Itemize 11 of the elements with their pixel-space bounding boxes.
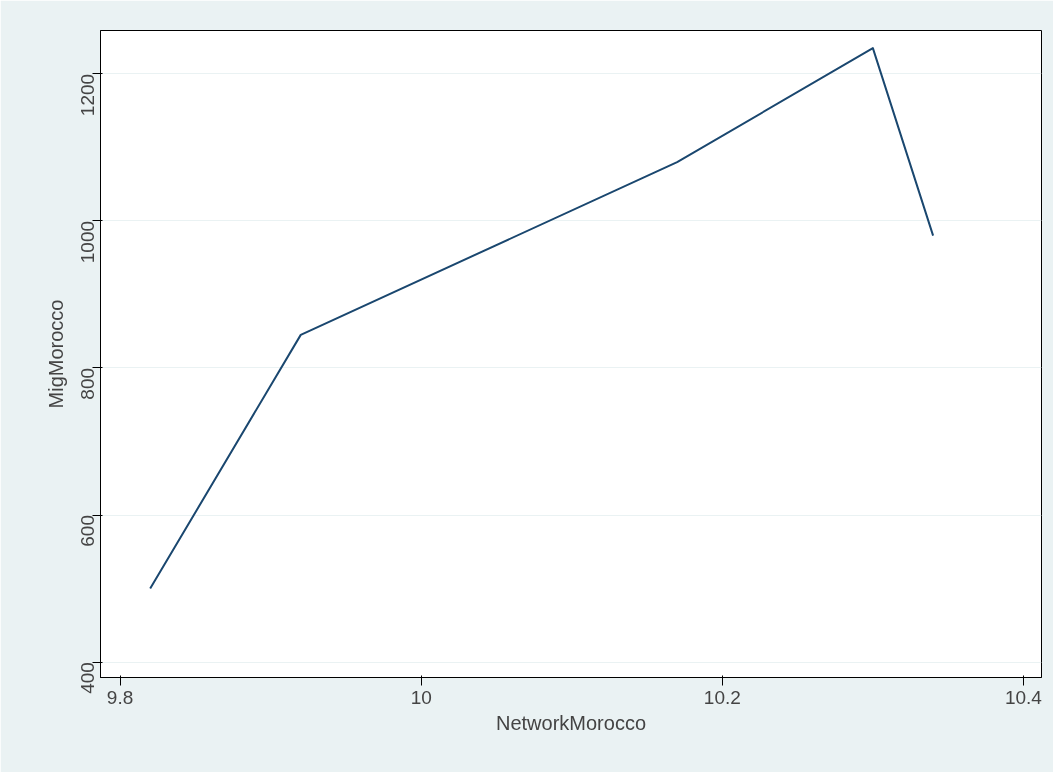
x-tick-label: 10 [410,686,432,708]
y-tick-label: 800 [77,367,98,400]
x-tick-label: 10.4 [1004,686,1043,708]
x-tick-label: 9.8 [106,686,134,708]
y-tick-label: 1000 [77,220,98,264]
x-axis-title: NetworkMorocco [495,711,647,734]
y-axis-title: MigMorocco [44,299,67,409]
y-tick-label: 1200 [77,73,98,117]
x-tick-label: 10.2 [703,686,741,708]
y-tick-label: 600 [77,515,98,547]
y-tick-label: 400 [77,662,98,694]
